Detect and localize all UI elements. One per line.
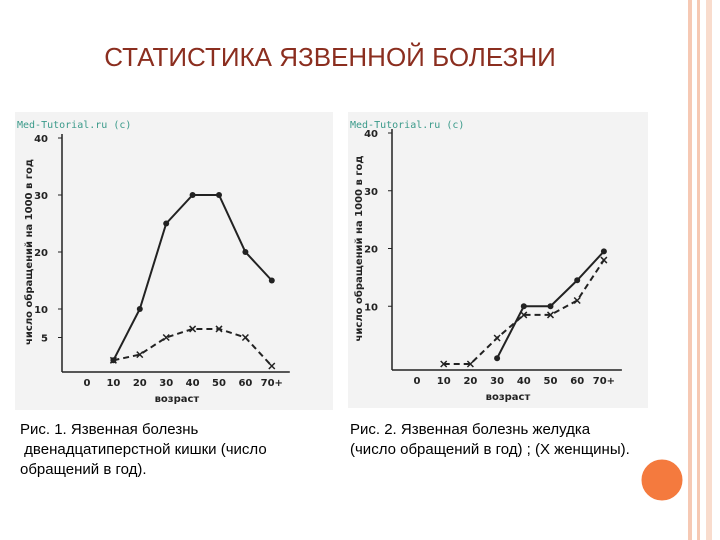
x-tick-label: 40 xyxy=(517,376,531,387)
marker-dot xyxy=(268,277,275,284)
marker-x xyxy=(493,334,501,342)
y-tick-label: 40 xyxy=(364,129,378,140)
x-tick-label: 20 xyxy=(463,376,477,387)
y-tick-label: 30 xyxy=(364,187,378,198)
marker-dot xyxy=(163,220,170,227)
marker-dot xyxy=(242,249,249,255)
y-tick-label: 10 xyxy=(364,302,378,313)
x-tick-label: 10 xyxy=(106,378,120,389)
marker-x xyxy=(109,356,117,364)
marker-x xyxy=(189,325,197,333)
y-tick-label: 5 xyxy=(41,334,48,345)
marker-x xyxy=(215,325,223,333)
y-tick-label: 20 xyxy=(364,245,378,256)
marker-x xyxy=(241,333,249,342)
caption-line: Рис. 2. Язвенная болезнь желудка xyxy=(350,421,591,438)
x-tick-label: 50 xyxy=(212,378,226,389)
marker-dot xyxy=(574,277,581,284)
y-axis-label: число обращений на 1000 в год xyxy=(23,159,35,345)
y-axis-label: число обращений на 1000 в год xyxy=(353,156,365,342)
watermark: Med-Tutorial.ru (c) xyxy=(17,120,131,131)
marker-x xyxy=(136,351,144,359)
x-axis-label: возраст xyxy=(486,392,531,403)
x-tick-label: 0 xyxy=(414,376,421,387)
x-tick-label: 30 xyxy=(159,378,173,389)
x-axis-label: возраст xyxy=(155,394,200,405)
x-tick-label: 60 xyxy=(238,378,252,389)
y-tick-label: 10 xyxy=(34,305,48,316)
x-tick-label: 20 xyxy=(133,378,147,389)
marker-x xyxy=(162,333,170,342)
x-tick-label: 40 xyxy=(186,378,200,389)
marker-x xyxy=(546,311,555,319)
caption-line: (число обращений в год) ; (Х женщины). xyxy=(350,441,630,458)
marker-dot xyxy=(216,192,222,198)
y-tick-label: 40 xyxy=(34,134,48,145)
x-tick-label: 10 xyxy=(437,376,451,387)
marker-x xyxy=(440,360,448,368)
marker-x xyxy=(573,296,581,305)
decor-stripe xyxy=(688,0,692,540)
marker-dot xyxy=(136,306,143,312)
marker-x xyxy=(268,362,276,370)
marker-dot xyxy=(600,248,607,255)
decor-stripe xyxy=(706,0,712,540)
marker-x xyxy=(600,256,608,264)
decor-stripe xyxy=(697,0,700,540)
y-tick-label: 20 xyxy=(34,248,48,259)
caption-line: двенадцатиперстной кишки (число xyxy=(20,441,267,458)
x-tick-label: 0 xyxy=(84,378,91,389)
marker-dot xyxy=(520,303,527,310)
marker-dot xyxy=(547,303,554,310)
marker-x xyxy=(466,360,474,368)
marker-dot xyxy=(494,355,501,362)
marker-x xyxy=(520,311,528,319)
decor-circle xyxy=(638,456,686,504)
marker-dot xyxy=(189,192,196,198)
y-tick-label: 30 xyxy=(34,191,48,202)
x-tick-label: 70+ xyxy=(261,378,283,389)
watermark: Med-Tutorial.ru (c) xyxy=(350,120,464,131)
caption-line: обращений в год). xyxy=(20,461,147,478)
x-tick-label: 70+ xyxy=(593,376,615,387)
caption-line: Рис. 1. Язвенная болезнь xyxy=(20,421,198,438)
x-tick-label: 50 xyxy=(544,376,558,387)
x-tick-label: 60 xyxy=(570,376,584,387)
slide-title: СТАТИСТИКА ЯЗВЕННОЙ БОЛЕЗНИ xyxy=(104,42,556,72)
x-tick-label: 30 xyxy=(490,376,504,387)
chart-background xyxy=(15,112,333,410)
